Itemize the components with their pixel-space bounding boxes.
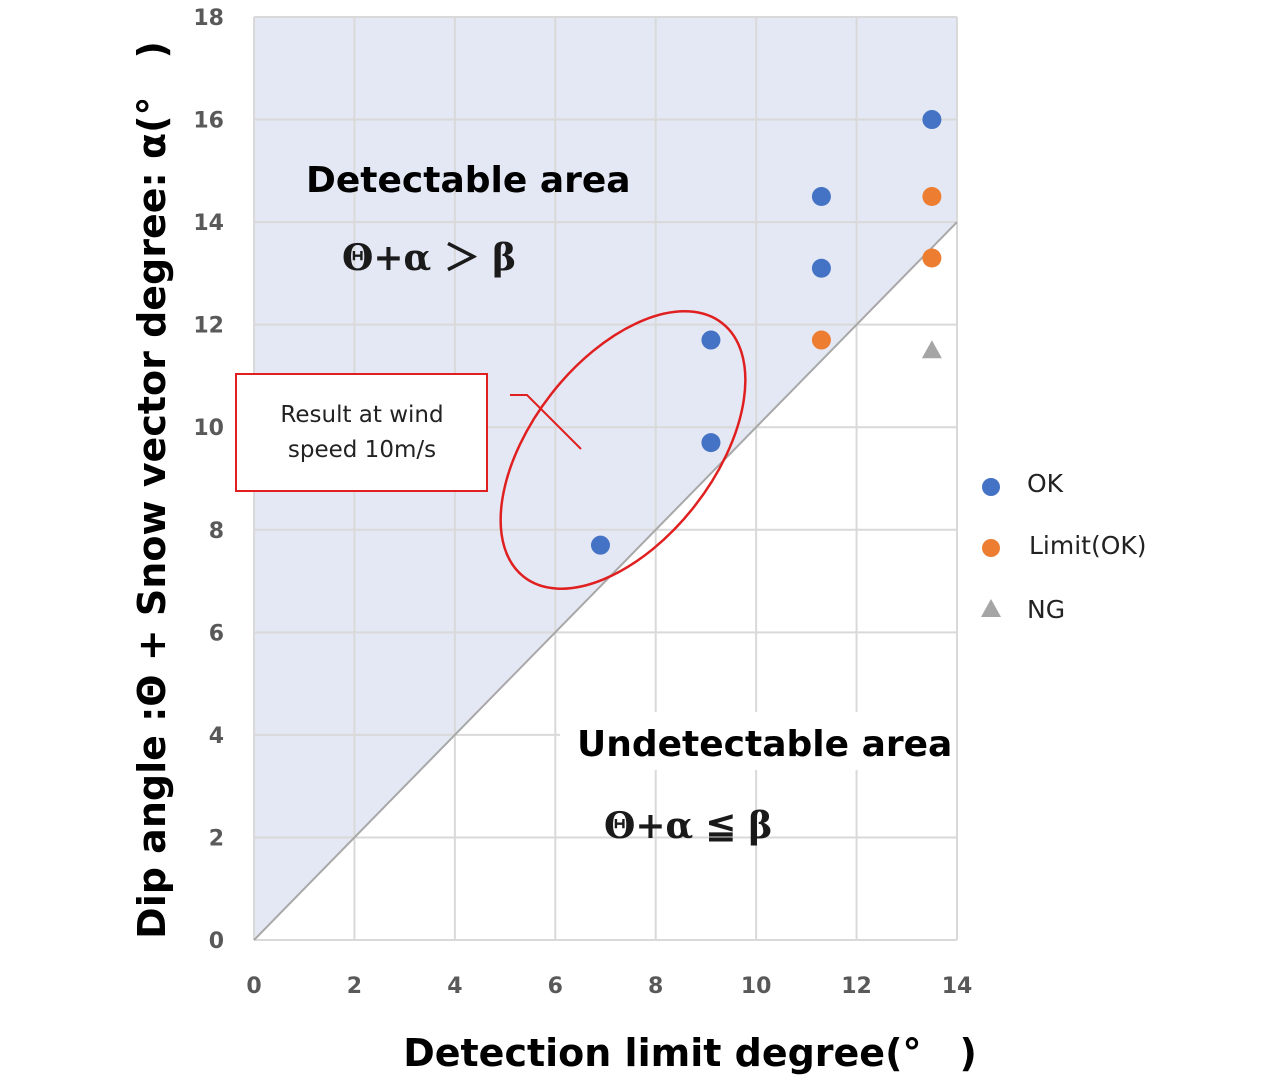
x-tick-label: 0 xyxy=(246,974,261,999)
point-ok xyxy=(701,433,721,453)
annotation-ellipse xyxy=(499,310,747,590)
x-tick-label: 14 xyxy=(942,974,973,999)
y-axis-ticks: 0 2 4 6 8 10 12 14 16 18 xyxy=(193,6,224,954)
undetectable-area-label: Undetectable area xyxy=(577,724,952,765)
undetectable-area-formula: Θ+α ≦ β xyxy=(604,805,772,847)
data-points xyxy=(590,110,942,555)
legend-limit-label: Limit(OK) xyxy=(1029,531,1147,560)
annotation-text-line2: speed 10m/s xyxy=(288,437,436,463)
point-limit-ok xyxy=(811,330,831,350)
y-tick-label: 4 xyxy=(209,724,224,749)
x-tick-label: 12 xyxy=(841,974,872,999)
y-axis-title: Dip angle :Θ + Snow vector degree: α(° ) xyxy=(130,41,174,939)
point-ng xyxy=(921,340,942,359)
point-limit-ok xyxy=(922,248,942,268)
y-tick-label: 8 xyxy=(209,519,224,544)
legend-ok-label: OK xyxy=(1027,469,1064,498)
point-ok xyxy=(701,330,721,350)
legend-ng-marker xyxy=(981,599,1001,617)
detectable-area-label: Detectable area xyxy=(306,160,631,201)
legend-ok-marker xyxy=(982,478,1000,496)
boundary-line xyxy=(253,221,958,941)
y-tick-label: 14 xyxy=(193,211,224,236)
x-tick-label: 2 xyxy=(347,974,362,999)
y-tick-label: 2 xyxy=(209,826,224,851)
annotation-text-line1: Result at wind xyxy=(280,402,443,428)
x-axis-ticks: 0 2 4 6 8 10 12 14 xyxy=(246,974,972,999)
x-axis-title: Detection limit degree(° ) xyxy=(403,1031,977,1075)
point-ok xyxy=(922,110,942,130)
point-limit-ok xyxy=(922,186,942,206)
y-tick-label: 10 xyxy=(193,416,224,441)
x-tick-label: 8 xyxy=(648,974,663,999)
y-tick-label: 16 xyxy=(193,109,224,134)
detectable-area-formula: Θ+α ＞ β xyxy=(342,237,516,279)
x-tick-label: 10 xyxy=(741,974,772,999)
legend-limit-marker xyxy=(982,539,1000,557)
annotation-box xyxy=(235,373,488,492)
y-tick-label: 18 xyxy=(193,6,224,31)
undetectable-label-bg xyxy=(560,712,956,770)
x-tick-label: 4 xyxy=(447,974,462,999)
y-tick-label: 12 xyxy=(193,314,224,339)
detectable-region xyxy=(254,17,957,940)
y-tick-label: 0 xyxy=(209,929,224,954)
annotation-pointer xyxy=(510,394,582,450)
point-ok xyxy=(811,186,831,206)
grid-lines xyxy=(253,16,958,941)
x-tick-label: 6 xyxy=(548,974,563,999)
y-tick-label: 6 xyxy=(209,621,224,646)
point-ok xyxy=(590,535,610,555)
point-ok xyxy=(811,258,831,278)
legend: OK Limit(OK) NG xyxy=(981,469,1147,624)
legend-ng-label: NG xyxy=(1027,595,1065,624)
